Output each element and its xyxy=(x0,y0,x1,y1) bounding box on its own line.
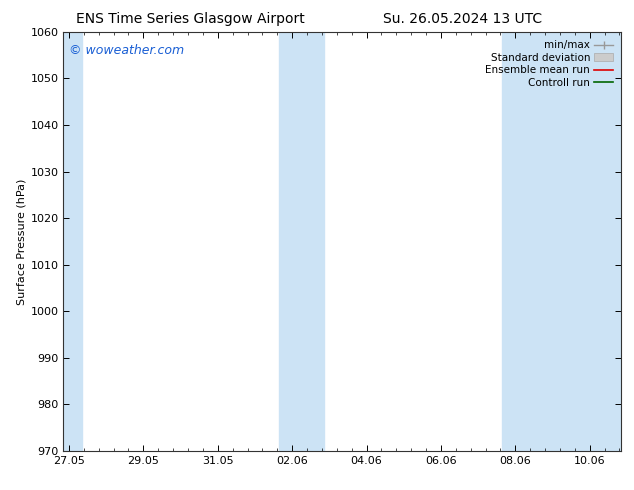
Bar xyxy=(502,32,621,451)
Bar xyxy=(63,32,82,451)
Y-axis label: Surface Pressure (hPa): Surface Pressure (hPa) xyxy=(16,178,26,304)
Text: Su. 26.05.2024 13 UTC: Su. 26.05.2024 13 UTC xyxy=(384,12,542,26)
Legend: min/max, Standard deviation, Ensemble mean run, Controll run: min/max, Standard deviation, Ensemble me… xyxy=(482,37,616,91)
Text: © woweather.com: © woweather.com xyxy=(69,45,184,57)
Text: ENS Time Series Glasgow Airport: ENS Time Series Glasgow Airport xyxy=(76,12,304,26)
Bar xyxy=(279,32,324,451)
